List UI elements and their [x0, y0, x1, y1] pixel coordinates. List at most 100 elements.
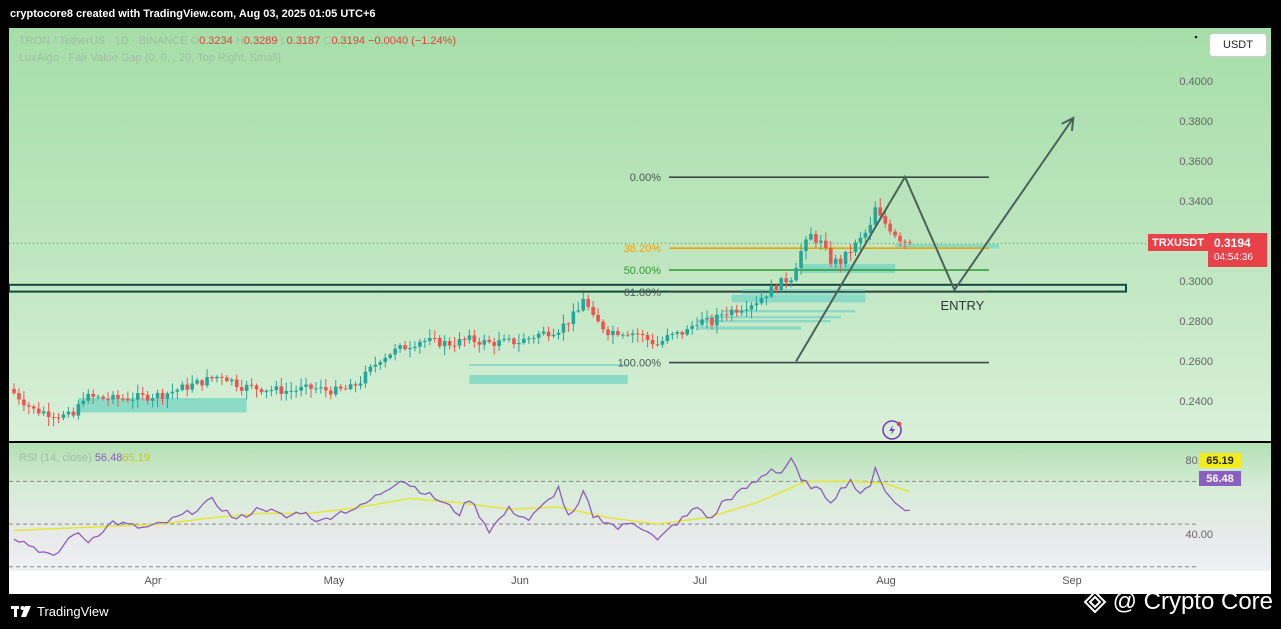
candle-body — [759, 298, 764, 304]
notification-dot — [896, 421, 902, 427]
candle-body — [165, 393, 170, 399]
candle-body — [789, 280, 793, 283]
candle-body — [482, 339, 487, 345]
candle-body — [571, 311, 576, 324]
candle-body — [868, 224, 873, 233]
time-axis[interactable]: Apr May Jun Jul Aug Sep — [9, 571, 1271, 594]
candle-body — [903, 241, 907, 243]
candle-body — [601, 321, 605, 330]
fib-level-label: 50.00% — [624, 265, 662, 277]
candle-body — [843, 251, 848, 264]
rsi-chart-svg[interactable] — [9, 443, 1271, 571]
candle-body — [22, 399, 26, 406]
candle-body — [333, 386, 338, 395]
candle-body — [596, 314, 600, 322]
candle-body — [373, 364, 378, 367]
price-chart-svg[interactable]: 0.00% 38.20% 50.00% 61.80% 100.00% ENTRY — [9, 28, 1271, 442]
candle-body — [824, 240, 828, 248]
price-pane[interactable]: 0.00% 38.20% 50.00% 61.80% 100.00% ENTRY TRON… — [9, 28, 1271, 442]
candle-body — [685, 328, 689, 335]
rsi-legend[interactable]: RSI (14, close) 56.4865.19 — [19, 452, 150, 464]
watermark-text: @ Crypto Core — [1112, 588, 1273, 615]
candle-body — [799, 251, 803, 268]
candle-body — [131, 399, 135, 401]
candle-body — [180, 384, 185, 390]
candle-body — [878, 207, 883, 216]
candle-body — [145, 394, 150, 401]
chart-frame[interactable]: 0.00% 38.20% 50.00% 61.80% 100.00% ENTRY TRON… — [9, 28, 1271, 594]
candle-body — [343, 388, 348, 390]
candle-body — [749, 305, 754, 310]
candle-body — [720, 314, 724, 316]
rsi-value-tag: 56.48 — [1199, 471, 1241, 486]
diamond-logo-icon — [1083, 590, 1107, 614]
price-axis-label: 0.3000 — [1179, 276, 1213, 288]
candle-body — [675, 331, 680, 334]
candle-body — [774, 286, 779, 290]
candle-body — [705, 317, 709, 320]
candle-body — [784, 278, 788, 283]
candle-body — [160, 392, 165, 399]
candle-body — [710, 317, 714, 326]
lightning-circle — [882, 420, 902, 440]
symbol-legend[interactable]: TRON / TetherUS · 1D · BINANCE O0.3234 H… — [19, 35, 456, 47]
indicator-legend[interactable]: LuxAlgo - Fair Value Gap (0, 0, , 20, To… — [19, 52, 281, 64]
candle-body — [314, 388, 318, 390]
fvg-zone — [469, 375, 628, 384]
candle-body — [12, 389, 16, 394]
candle-body — [665, 335, 670, 342]
change-value: −0.0040 (−1.24%) — [368, 35, 457, 47]
candle-body — [205, 377, 209, 386]
candle-body — [700, 319, 704, 325]
fib-level-label: 100.00% — [618, 358, 662, 370]
candle-body — [284, 391, 289, 394]
candle-body — [225, 377, 229, 382]
candle-body — [848, 251, 853, 253]
candle-body — [17, 393, 21, 400]
price-axis-label: 0.2800 — [1179, 316, 1213, 328]
candle-body — [81, 400, 86, 405]
top-bar: cryptocore8 created with TradingView.com… — [0, 0, 1281, 28]
candle-body — [883, 215, 887, 224]
fvg-zone — [707, 316, 841, 319]
lightning-bolt — [889, 425, 895, 435]
candle-body — [744, 309, 749, 311]
candle-body — [215, 376, 219, 379]
tradingview-logo-icon — [11, 606, 31, 617]
fvg-zone — [731, 295, 866, 303]
candle-body — [91, 393, 95, 397]
candle-body — [497, 340, 501, 346]
pane-separator[interactable] — [9, 441, 1271, 443]
fib-level-label: 0.00% — [630, 172, 661, 184]
time-axis-label: Apr — [144, 575, 162, 587]
time-axis-label: Jul — [692, 575, 708, 587]
candle-body — [249, 384, 254, 386]
candle-body — [591, 306, 595, 315]
candle-body — [447, 341, 452, 346]
candle-body — [734, 309, 739, 313]
candle-body — [348, 384, 353, 390]
candle-body — [611, 331, 615, 336]
rsi-pane[interactable]: RSI (14, close) 56.4865.19 80.00 40.00 — [9, 443, 1271, 571]
candle-body — [220, 376, 224, 378]
time-axis-label: Jun — [511, 575, 529, 587]
open-value: 0.3234 — [199, 35, 233, 47]
candle-body — [413, 346, 417, 348]
candle-body — [155, 392, 160, 399]
low-value: 0.3187 — [286, 35, 321, 47]
chart-credit: cryptocore8 created with TradingView.com… — [10, 8, 376, 20]
candle-body — [121, 398, 125, 400]
bar-countdown: 04:54:36 — [1214, 252, 1253, 263]
candle-body — [819, 240, 823, 243]
pattern-path-line — [795, 117, 1075, 362]
candle-body — [660, 341, 665, 345]
candle-body — [873, 207, 878, 225]
candle-body — [32, 406, 36, 409]
tradingview-logo[interactable]: TradingView — [11, 604, 109, 619]
candle-body — [86, 393, 91, 401]
candle-body — [442, 341, 447, 347]
candle-body — [502, 339, 506, 341]
candle-body — [437, 337, 442, 347]
currency-button[interactable]: USDT — [1209, 33, 1267, 57]
marker-dot-icon — [1194, 35, 1198, 39]
